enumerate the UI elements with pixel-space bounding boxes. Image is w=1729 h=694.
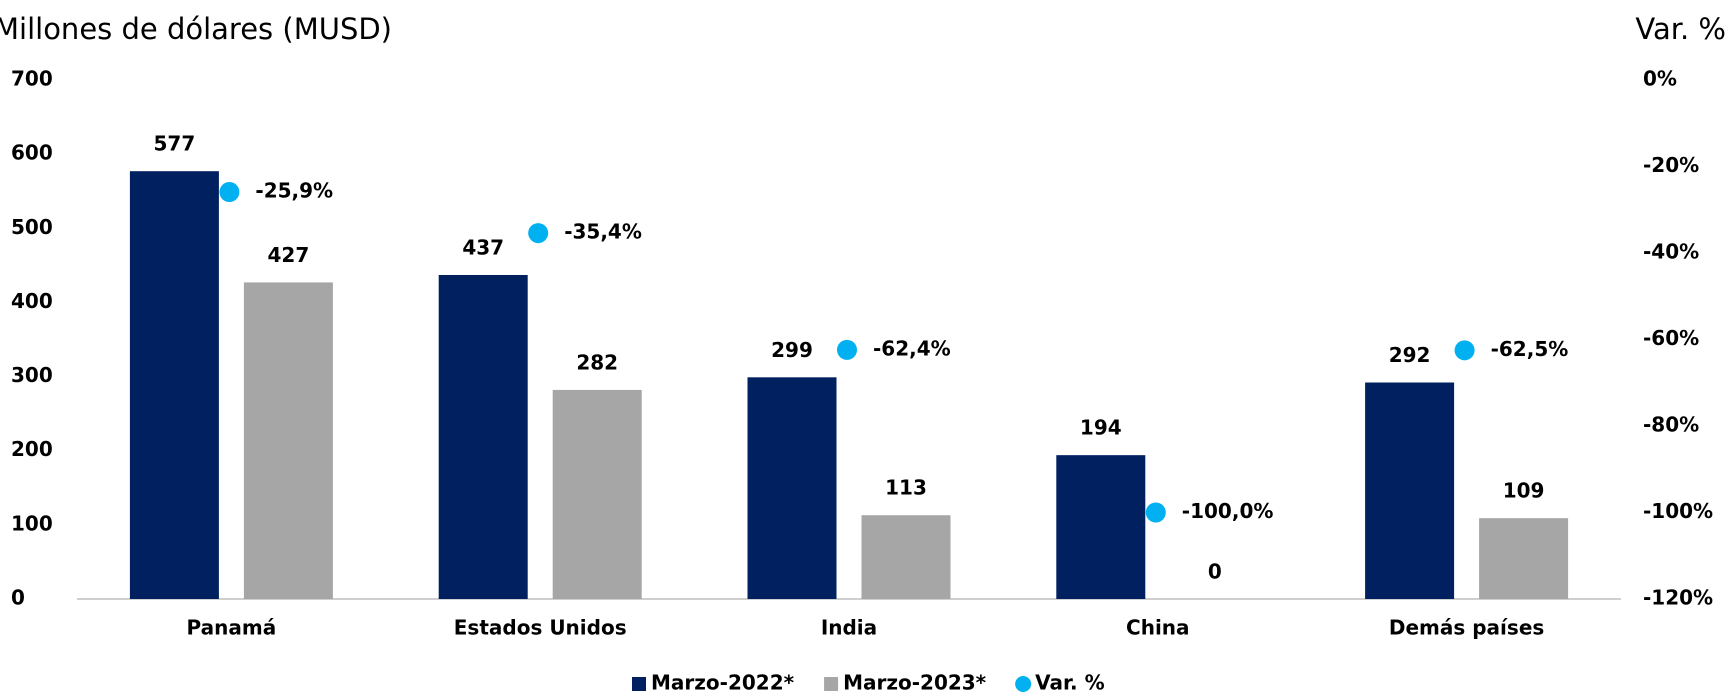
bar xyxy=(129,171,219,599)
y-tick-label: 400 xyxy=(11,289,53,313)
bar xyxy=(552,389,642,599)
y2-tick-label: 0% xyxy=(1643,67,1677,91)
legend-swatch xyxy=(1015,676,1032,692)
y2-axis-title: Var. % xyxy=(1635,12,1726,46)
bar xyxy=(747,377,837,599)
data-label: -35,4% xyxy=(564,220,642,244)
x-tick-label: India xyxy=(821,616,877,640)
bar xyxy=(1056,455,1146,599)
legend-label: Marzo-2023* xyxy=(843,671,987,694)
data-label: -62,5% xyxy=(1491,337,1569,361)
x-tick-label: Panamá xyxy=(187,616,277,640)
var-dot xyxy=(219,182,240,203)
x-tick-label: Estados Unidos xyxy=(454,616,627,640)
data-label: 282 xyxy=(576,350,618,374)
legend-label: Var. % xyxy=(1035,671,1105,694)
data-label: -62,4% xyxy=(873,336,951,360)
legend-swatch xyxy=(632,677,646,691)
y-tick-label: 700 xyxy=(11,67,53,91)
y-axis-title: Millones de dólares (MUSD) xyxy=(0,12,392,46)
y2-tick-label: -80% xyxy=(1643,413,1699,437)
x-tick-label: China xyxy=(1126,616,1190,640)
legend-swatch xyxy=(824,677,839,691)
var-dot xyxy=(528,223,549,244)
y-tick-label: 200 xyxy=(11,437,53,461)
bar xyxy=(861,515,951,599)
y2-tick-label: -40% xyxy=(1643,240,1699,264)
y-tick-label: 300 xyxy=(11,363,53,387)
y2-tick-label: -120% xyxy=(1643,586,1713,610)
data-label: 437 xyxy=(462,235,504,259)
data-label: 299 xyxy=(771,338,813,362)
data-label: 194 xyxy=(1080,416,1122,440)
data-label: -25,9% xyxy=(255,179,333,203)
y-tick-label: 0 xyxy=(11,586,25,610)
var-dot xyxy=(1145,502,1166,523)
x-tick-label: Demás países xyxy=(1389,616,1544,640)
data-label: 0 xyxy=(1208,560,1222,584)
y2-tick-label: -100% xyxy=(1643,499,1713,523)
bar xyxy=(1479,518,1569,599)
bar xyxy=(243,282,333,599)
y2-tick-label: -20% xyxy=(1643,153,1699,177)
y-tick-label: 100 xyxy=(11,511,53,535)
data-label: -100,0% xyxy=(1182,499,1274,523)
bar xyxy=(1365,382,1455,599)
data-label: 577 xyxy=(154,132,196,156)
y2-tick-label: -60% xyxy=(1643,326,1699,350)
var-dot xyxy=(837,339,857,360)
y-tick-label: 600 xyxy=(11,141,53,165)
y-tick-label: 500 xyxy=(11,215,53,239)
var-dot xyxy=(1454,340,1475,361)
data-label: 113 xyxy=(885,476,927,500)
bar xyxy=(438,274,528,599)
data-label: 427 xyxy=(268,243,310,267)
data-label: 292 xyxy=(1389,343,1431,367)
legend-label: Marzo-2022* xyxy=(651,671,795,694)
data-label: 109 xyxy=(1503,479,1545,503)
